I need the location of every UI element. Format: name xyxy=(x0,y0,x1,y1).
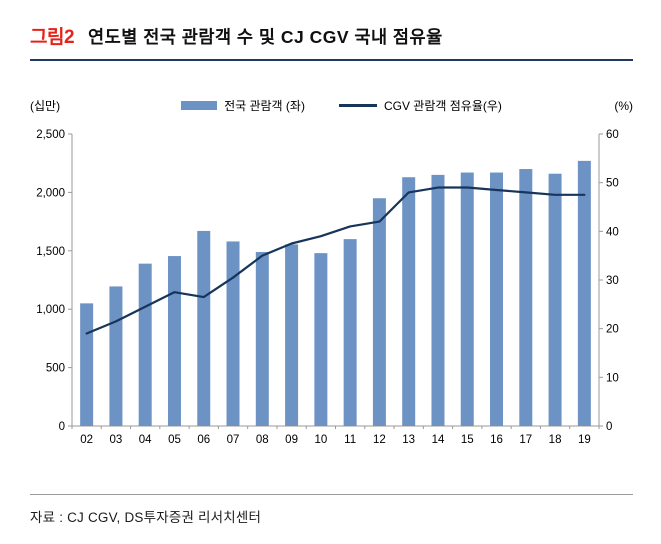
legend-item-line-series: CGV 관람객 점유율(우) xyxy=(338,97,502,114)
left-axis-tick-label: 2,000 xyxy=(36,187,65,199)
left-axis-tick-label: 500 xyxy=(46,363,65,375)
figure-header: 그림2 연도별 전국 관람객 수 및 CJ CGV 국내 점유율 xyxy=(30,22,633,49)
legend-row: (십만) 전국 관람객 (좌) CGV 관람객 점유율(우) (%) xyxy=(30,97,633,114)
attendance-bar xyxy=(519,169,533,426)
attendance-bar xyxy=(255,251,269,426)
x-axis-label: 19 xyxy=(578,434,591,446)
x-axis-label: 07 xyxy=(227,434,240,446)
footer-divider xyxy=(30,494,633,495)
bar-series-swatch xyxy=(181,101,218,110)
left-axis-tick-label: 1,500 xyxy=(36,246,65,258)
x-axis-label: 09 xyxy=(285,434,298,446)
source-text: 자료 : CJ CGV, DS투자증권 리서치센터 xyxy=(30,510,262,525)
combo-chart: 0 500 1,000 1,500 2,000 2,500 0 10 20 30 40 50 60 02 0… xyxy=(36,129,619,446)
attendance-bar xyxy=(285,244,299,426)
right-axis-unit-label: (%) xyxy=(614,98,633,113)
left-axis-unit-label: (십만) xyxy=(30,99,61,113)
right-axis-tick-label: 10 xyxy=(606,372,619,384)
chart-legend: 전국 관람객 (좌) CGV 관람객 점유율(우) xyxy=(90,97,593,114)
left-axis-tick-label: 1,000 xyxy=(36,304,65,316)
left-axis-tick-label: 0 xyxy=(59,421,65,433)
x-axis-label: 16 xyxy=(490,434,503,446)
header-divider xyxy=(30,59,633,61)
figure-label: 그림2 xyxy=(30,27,75,48)
attendance-bar xyxy=(460,172,474,426)
attendance-bar xyxy=(80,303,94,426)
x-axis-label: 14 xyxy=(432,434,445,446)
right-axis-tick-label: 0 xyxy=(606,421,612,433)
attendance-bar xyxy=(577,160,591,426)
attendance-bar xyxy=(548,173,562,426)
chart-area: (십만) 전국 관람객 (좌) CGV 관람객 점유율(우) (%) 0 500 1… xyxy=(30,97,633,466)
x-axis-label: 05 xyxy=(168,434,181,446)
x-axis-label: 02 xyxy=(80,434,93,446)
attendance-bar xyxy=(372,198,386,426)
right-axis-tick-label: 20 xyxy=(606,324,619,336)
x-axis-label: 17 xyxy=(519,434,532,446)
line-series-label: CGV 관람객 점유율(우) xyxy=(383,99,502,113)
x-axis-label: 12 xyxy=(373,434,386,446)
attendance-bar xyxy=(167,256,181,426)
left-axis-tick-label: 2,500 xyxy=(36,129,65,141)
attendance-bar xyxy=(226,241,240,426)
x-axis-label: 11 xyxy=(344,434,356,446)
x-axis-label: 06 xyxy=(197,434,210,446)
x-axis-label: 13 xyxy=(402,434,415,446)
bar-series-label: 전국 관람객 (좌) xyxy=(224,99,305,113)
x-axis-label: 10 xyxy=(314,434,327,446)
attendance-bar xyxy=(343,239,357,426)
attendance-bar xyxy=(402,177,416,426)
attendance-bar xyxy=(431,174,445,426)
x-axis-label: 15 xyxy=(461,434,474,446)
attendance-bar xyxy=(490,172,504,426)
figure-title: 연도별 전국 관람객 수 및 CJ CGV 국내 점유율 xyxy=(88,27,443,47)
attendance-bar xyxy=(197,230,211,426)
attendance-bar xyxy=(109,286,123,426)
right-axis-tick-label: 30 xyxy=(606,275,619,287)
x-axis-label: 03 xyxy=(110,434,123,446)
right-axis-tick-label: 60 xyxy=(606,129,619,141)
attendance-bar xyxy=(138,263,152,426)
x-axis-label: 08 xyxy=(256,434,269,446)
share-line xyxy=(85,186,586,335)
attendance-bar xyxy=(314,253,328,426)
line-series-swatch xyxy=(338,104,377,107)
right-axis-tick-label: 40 xyxy=(606,226,619,238)
x-axis-label: 18 xyxy=(549,434,562,446)
x-axis-label: 04 xyxy=(139,434,152,446)
legend-item-bar-series: 전국 관람객 (좌) xyxy=(181,97,305,114)
right-axis-tick-label: 50 xyxy=(606,178,619,190)
